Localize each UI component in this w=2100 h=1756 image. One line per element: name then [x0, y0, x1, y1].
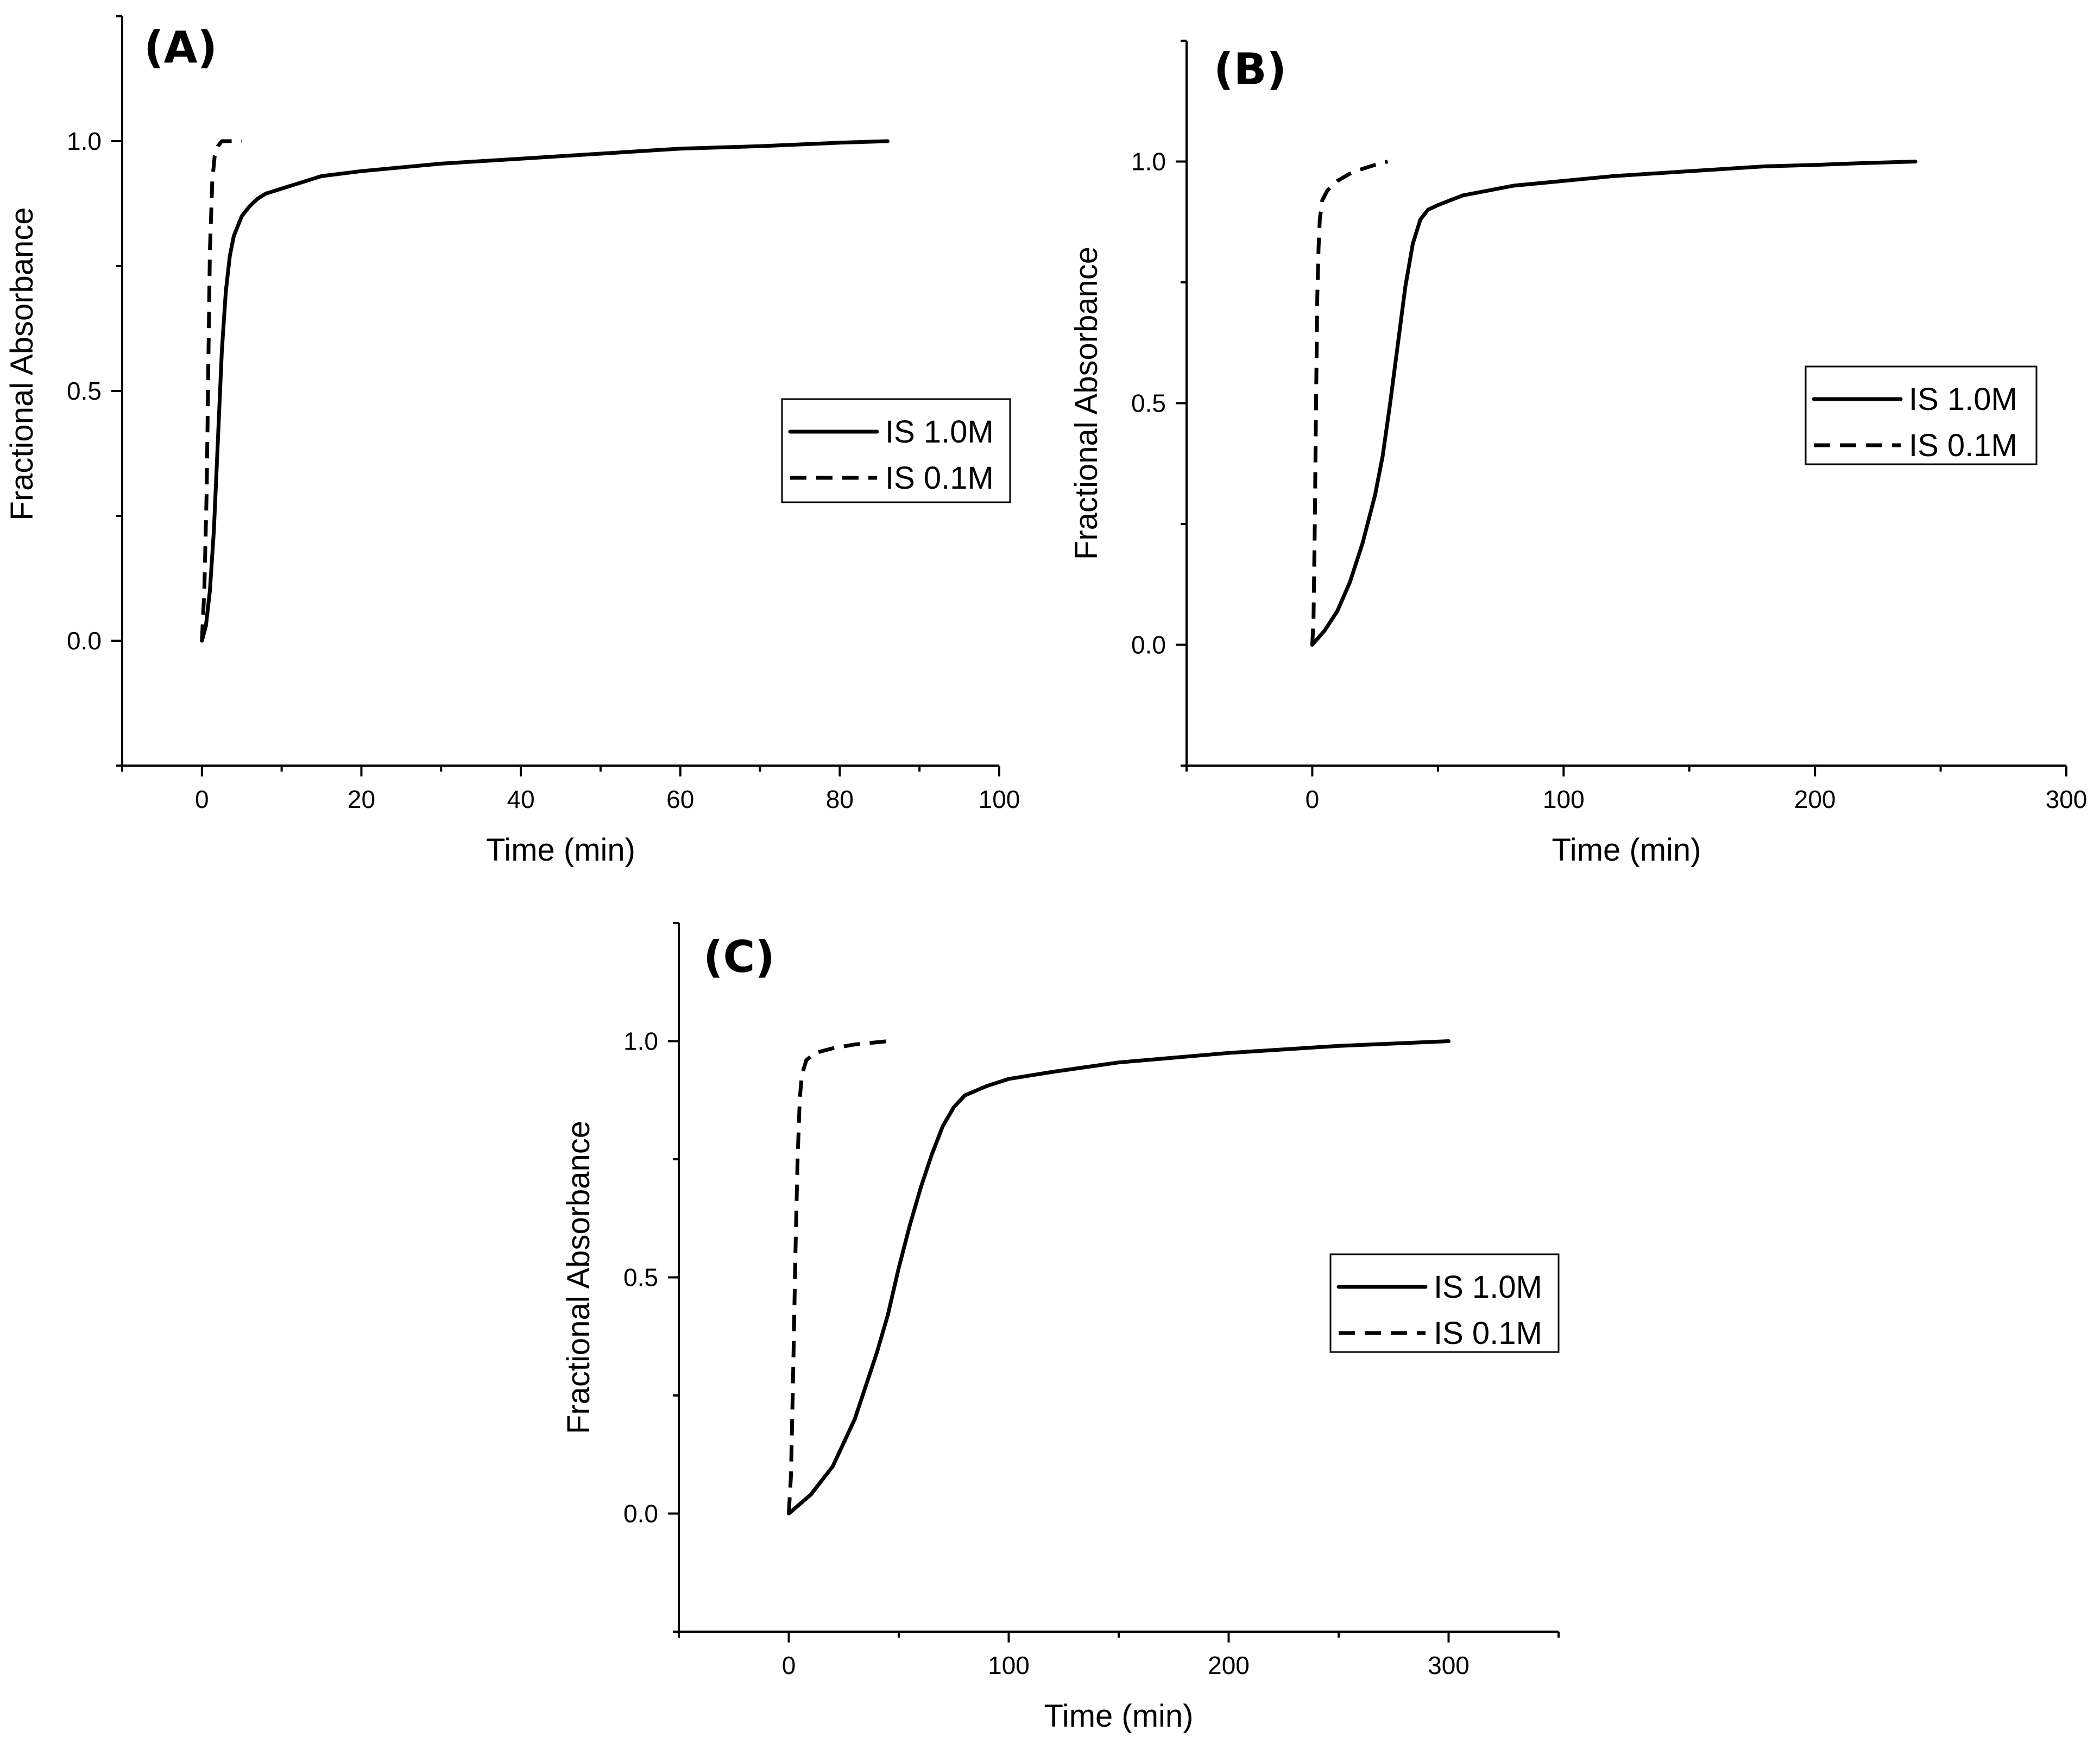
legend-entry-label: IS 0.1M	[885, 460, 994, 496]
legend: IS 1.0M IS 0.1M	[1805, 365, 2038, 465]
y-axis-title: Fractional Absorbance	[4, 207, 40, 520]
x-axis-title: Time (min)	[1044, 1698, 1194, 1734]
legend-box	[1805, 365, 2038, 465]
chart-panel-b: 0 100 200 300 0.0 0.5 1.0 Time (min) Fractional …	[1069, 40, 2088, 868]
legend-box	[1329, 1253, 1560, 1353]
x-tick-label: 200	[1208, 1651, 1250, 1679]
x-tick-label: 0	[782, 1651, 796, 1679]
x-tick-label: 0	[1306, 785, 1320, 813]
x-tick-label: 0	[195, 785, 209, 813]
series-line-is-1-0m	[200, 139, 890, 643]
y-tick-label: 0.5	[67, 377, 102, 405]
legend-entry-label: IS 1.0M	[885, 414, 994, 450]
x-tick-label: 100	[1543, 785, 1585, 813]
y-tick-label: 1.0	[67, 127, 102, 155]
legend-entry-label: IS 1.0M	[1434, 1269, 1542, 1305]
y-tick-label: 0.0	[623, 1500, 658, 1528]
legend-entry-label: IS 0.1M	[1434, 1316, 1542, 1351]
y-tick-label: 0.0	[67, 627, 102, 655]
panel-label: (B)	[1214, 44, 1287, 94]
chart-panel-a: 0 20 40 60 80 100 0.0 0.5 1.0 Time (min) Fractiona…	[4, 15, 1020, 868]
x-tick-label: 200	[1794, 785, 1836, 813]
x-axis-title: Time (min)	[1552, 832, 1701, 868]
legend-entry-label: IS 1.0M	[1909, 382, 2017, 417]
legend: IS 1.0M IS 0.1M	[781, 398, 1011, 503]
panel-label: (C)	[703, 932, 775, 982]
series-line-is-1-0m	[787, 1039, 1451, 1515]
series-line-is-0-1m	[200, 139, 242, 641]
y-axis-title: Fractional Absorbance	[561, 1121, 596, 1434]
x-tick-label: 40	[507, 785, 535, 813]
x-tick-label: 20	[348, 785, 375, 813]
x-tick-label: 80	[826, 785, 854, 813]
series-line-is-0-1m	[1310, 160, 1389, 645]
x-tick-label: 100	[979, 785, 1020, 813]
x-tick-label: 300	[2046, 785, 2088, 813]
legend-entry-label: IS 0.1M	[1909, 428, 2017, 463]
x-axis-title: Time (min)	[486, 832, 635, 868]
y-axis-title: Fractional Absorbance	[1069, 247, 1104, 560]
y-tick-label: 1.0	[1131, 148, 1166, 176]
x-tick-label: 300	[1428, 1651, 1470, 1679]
chart-panel-c: 0 100 200 300 0.0 0.5 1.0 Time (min) Fractional …	[561, 922, 1560, 1734]
y-tick-label: 0.5	[623, 1264, 658, 1292]
series-line-is-1-0m	[1310, 160, 1918, 647]
y-tick-label: 1.0	[623, 1027, 658, 1056]
legend: IS 1.0M IS 0.1M	[1329, 1253, 1560, 1353]
legend-box	[781, 398, 1011, 503]
x-tick-label: 100	[988, 1651, 1030, 1679]
x-tick-label: 60	[666, 785, 694, 813]
y-tick-label: 0.5	[1131, 389, 1166, 418]
panel-label: (A)	[144, 22, 217, 73]
series-line-is-0-1m	[787, 1039, 888, 1514]
y-tick-label: 0.0	[1131, 631, 1166, 659]
